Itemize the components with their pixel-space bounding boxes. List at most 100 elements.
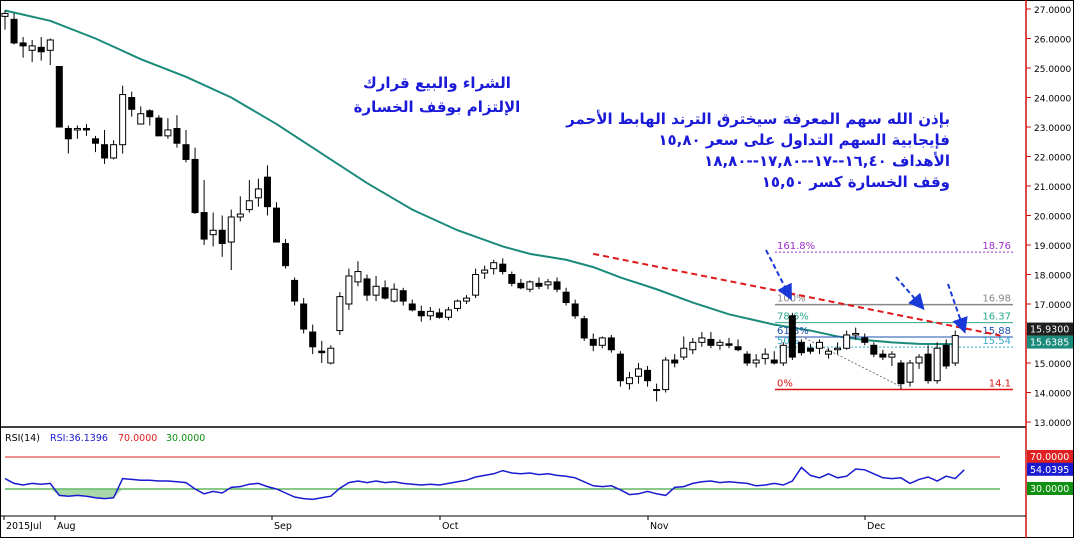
candle-body [517, 282, 525, 289]
candle-body [689, 341, 697, 351]
candle-body [10, 18, 18, 44]
candle-body [101, 144, 109, 159]
candle [725, 337, 733, 349]
candle [1, 10, 9, 30]
rsi-lo-label: 30.0000 [166, 433, 205, 444]
candle [119, 85, 127, 154]
moving-average-series [4, 9, 956, 346]
candle-body [734, 346, 742, 351]
price-tick-label: 17.0000 [1034, 301, 1071, 311]
candle [245, 180, 253, 213]
ma-price-tag [1027, 335, 1073, 349]
candle-body [291, 279, 299, 302]
price-tick-label: 19.0000 [1034, 242, 1071, 252]
candle [363, 274, 371, 302]
time-axis: 2015Jul Aug Sep Oct Nov Dec [0, 515, 1026, 532]
candle [372, 275, 380, 302]
blue-arrow [895, 276, 925, 311]
candle-body [788, 315, 796, 358]
candle [209, 212, 217, 247]
candle-body [426, 310, 434, 317]
candle [598, 336, 606, 349]
time-tick-label: Oct [442, 521, 459, 532]
candle-body [698, 337, 706, 343]
candle-body [535, 282, 543, 287]
candle [463, 295, 471, 304]
candle-body [454, 300, 461, 309]
candle [300, 298, 308, 334]
price-tick-label: 14.0000 [1034, 390, 1071, 400]
candle [616, 351, 624, 387]
candle [924, 345, 932, 384]
candle-body [933, 347, 941, 382]
last-price-label: 15.9300 [1030, 325, 1069, 336]
candle-body [825, 350, 833, 355]
candle [761, 348, 769, 365]
time-tick-label: Aug [57, 521, 76, 532]
candle [263, 165, 271, 216]
candle [110, 140, 118, 160]
time-tick-label: 2015Jul [6, 521, 42, 532]
candle [399, 287, 407, 306]
candle-body [345, 275, 353, 305]
price-tick-label: 20.0000 [1034, 213, 1071, 223]
candle [137, 106, 145, 125]
candle-body [227, 216, 235, 243]
candle-body [888, 353, 896, 358]
fib-anchor-line [801, 336, 902, 388]
candle [408, 299, 416, 312]
candle-body [707, 338, 715, 346]
trendline-group [593, 252, 1001, 388]
candle [345, 268, 353, 310]
candle [182, 129, 190, 163]
candle-body [580, 318, 588, 339]
candle-body [942, 344, 950, 367]
rsi-line [4, 466, 965, 501]
candle [200, 180, 208, 245]
candle [680, 336, 688, 361]
note-main-4: وقف الخسارة كسر ١٥,٥٠ [762, 173, 950, 191]
candle-body [852, 333, 860, 336]
candle [915, 354, 923, 369]
price-tick-label: 21.0000 [1034, 183, 1071, 193]
candle-body [191, 158, 199, 214]
candle-body [110, 144, 118, 159]
candle-body [309, 331, 317, 348]
candle-body [37, 46, 45, 53]
candle-body [173, 127, 181, 144]
candle [490, 259, 498, 275]
candle [861, 333, 869, 346]
fibonacci-levels: 161.8%18.76100%16.9878.6%16.3761.8%15.88… [775, 241, 1013, 391]
candle-body [481, 269, 489, 274]
candle-body [879, 353, 887, 358]
rsi-value-label: RSI:36.1396 [50, 433, 108, 444]
candle [381, 280, 389, 300]
candle [625, 371, 633, 390]
rsi-panel: RSI(14) RSI:36.1396 70.0000 30.0000 70.0000 5… [4, 433, 1073, 501]
candle [897, 360, 905, 390]
candle [671, 354, 679, 368]
candle-body [716, 341, 724, 346]
price-tick-label: 22.0000 [1034, 154, 1071, 164]
candle-body [544, 281, 552, 286]
candle [218, 215, 226, 257]
candle-body [924, 353, 932, 382]
price-tick-label: 15.0000 [1034, 360, 1071, 370]
candle [128, 91, 136, 117]
candle-body [399, 290, 407, 302]
candle-body [146, 110, 154, 118]
candle [734, 339, 742, 352]
candle [653, 383, 661, 402]
candle-body [752, 359, 760, 364]
candle-body [435, 312, 443, 318]
candle [535, 277, 543, 290]
candle [499, 258, 507, 275]
price-tick-label: 23.0000 [1034, 124, 1071, 134]
candle [435, 308, 443, 319]
candle [454, 299, 461, 312]
candle [707, 332, 715, 349]
rsi-current-tag [1027, 462, 1073, 476]
candle-body [463, 297, 471, 302]
rsi-hi-label: 70.0000 [118, 433, 157, 444]
